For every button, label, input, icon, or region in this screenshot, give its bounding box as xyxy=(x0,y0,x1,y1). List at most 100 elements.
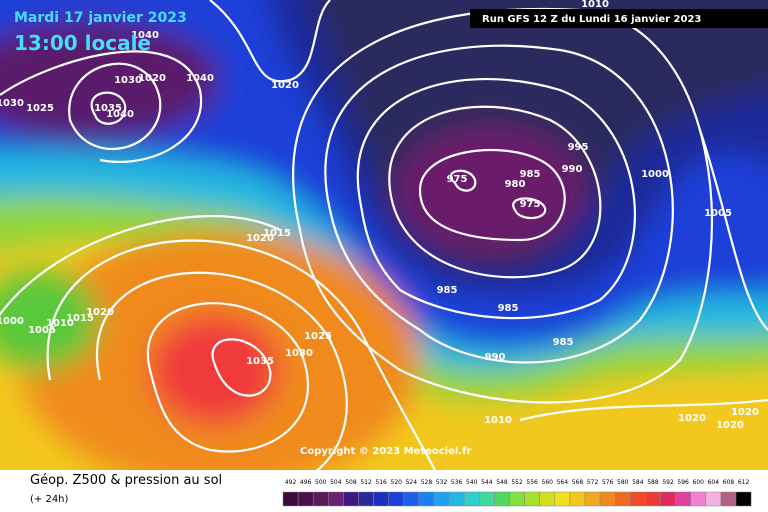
colorbar-label: 548 xyxy=(496,479,508,486)
run-box xyxy=(470,9,768,28)
field-red xyxy=(150,315,280,425)
colorbar-label: 536 xyxy=(451,479,463,486)
isobar-label: 985 xyxy=(520,169,541,180)
isobar-label: 1020 xyxy=(731,407,759,418)
isobar xyxy=(519,398,768,422)
isobar-label: 985 xyxy=(437,285,458,296)
colorbar-label: 556 xyxy=(526,479,538,486)
colorbar-swatch xyxy=(494,491,510,507)
colorbar-label: 524 xyxy=(406,479,418,486)
colorbar-swatch xyxy=(599,491,616,507)
isobar xyxy=(0,215,281,317)
colorbar-swatch xyxy=(312,491,329,507)
isobar-label: 1020 xyxy=(86,307,114,318)
isobar-label: 1000 xyxy=(641,169,669,180)
colorbar-label: 560 xyxy=(542,479,554,486)
isobar-label: 1015 xyxy=(66,313,94,324)
colorbar-swatch xyxy=(584,491,601,507)
isobar xyxy=(292,7,713,404)
colorbar-label: 544 xyxy=(481,479,493,486)
field-purple-low xyxy=(395,125,585,255)
isobar-labels: 1040104010301020103010251035104010201010… xyxy=(0,0,759,431)
isobar-label: 1020 xyxy=(138,73,166,84)
colorbar-swatch xyxy=(690,491,707,507)
isobar-label: 1010 xyxy=(484,415,512,426)
colorbar-swatch xyxy=(433,491,450,507)
colorbar-swatch xyxy=(645,491,661,507)
isobar-label: 1040 xyxy=(186,73,214,84)
colorbar-label: 504 xyxy=(330,479,342,486)
field-purple-west xyxy=(0,20,220,140)
colorbar-label: 552 xyxy=(511,479,523,486)
colorbar-swatch xyxy=(660,491,676,507)
field-layers xyxy=(0,0,768,470)
colorbar-label: 572 xyxy=(587,479,599,486)
isobar-label: 975 xyxy=(520,199,541,210)
isobar xyxy=(356,78,636,320)
isobar xyxy=(0,50,203,163)
isobar xyxy=(324,44,674,364)
colorbar-swatch xyxy=(554,491,571,507)
isobar-label: 1030 xyxy=(0,98,24,109)
isobar xyxy=(512,197,547,220)
colorbar-swatch xyxy=(479,491,495,507)
isobar xyxy=(209,0,331,83)
colorbar-swatch xyxy=(418,491,435,507)
colorbar-label: 584 xyxy=(632,479,644,486)
isobar-label: 985 xyxy=(553,337,574,348)
isobar-label: 1030 xyxy=(114,75,142,86)
isobar xyxy=(46,239,437,470)
isobar-label: 1015 xyxy=(263,228,291,239)
isobar xyxy=(68,62,162,150)
colorbar-label: 500 xyxy=(315,479,327,486)
colorbar-swatch xyxy=(282,491,299,507)
isobar-label: 1040 xyxy=(106,109,134,120)
colorbar-label: 592 xyxy=(662,479,674,486)
colorbar-swatch xyxy=(539,491,556,507)
copyright: Copyright © 2023 Meteociel.fr xyxy=(300,446,471,457)
colorbar-label: 532 xyxy=(436,479,448,486)
date-label: Mardi 17 janvier 2023 xyxy=(14,10,187,26)
colorbar-label: 588 xyxy=(647,479,659,486)
colorbar-swatch xyxy=(569,491,586,507)
colorbar-swatch xyxy=(463,491,480,507)
isobar xyxy=(90,91,127,125)
colorbar-label: 608 xyxy=(723,479,735,486)
colorbar-swatch xyxy=(705,491,722,507)
colorbar-swatch xyxy=(343,491,359,507)
isobar-label: 1005 xyxy=(28,325,56,336)
footer-title: Géop. Z500 & pression au sol xyxy=(30,473,222,488)
run-label: Run GFS 12 Z du Lundi 16 janvier 2023 xyxy=(482,14,701,25)
colorbar-swatch xyxy=(388,491,405,507)
colorbar-label: 508 xyxy=(345,479,357,486)
isobar xyxy=(449,169,477,192)
map-field: 1040104010301020103010251035104010201010… xyxy=(0,0,768,470)
isobar-label: 1010 xyxy=(581,0,609,10)
colorbar-label: 612 xyxy=(738,479,750,486)
isobar-label: 1020 xyxy=(716,420,744,431)
colorbar-label: 492 xyxy=(285,479,297,486)
isobar-label: 980 xyxy=(505,179,526,190)
colorbar-swatch xyxy=(524,491,540,507)
isobar-label: 1005 xyxy=(704,208,732,219)
colorbar-swatch xyxy=(448,491,465,507)
colorbar-label: 568 xyxy=(572,479,584,486)
colorbar-label: 516 xyxy=(375,479,387,486)
colorbar-label: 596 xyxy=(677,479,689,486)
isobar-label: 985 xyxy=(498,303,519,314)
isobar xyxy=(698,129,768,331)
colorbar-swatch xyxy=(675,491,691,507)
isobars xyxy=(0,0,768,470)
field-green-west xyxy=(0,270,100,370)
colorbar-label: 528 xyxy=(421,479,433,486)
isobar-label: 1020 xyxy=(678,413,706,424)
colorbar-label: 564 xyxy=(557,479,569,486)
isobar-label: 1040 xyxy=(131,30,159,41)
colorbar-swatch xyxy=(630,491,646,507)
colorbar-swatch xyxy=(735,491,752,507)
colorbar-swatch xyxy=(403,491,420,507)
isobar-label: 1010 xyxy=(46,318,74,329)
isobar xyxy=(146,302,310,453)
isobar xyxy=(96,271,348,470)
